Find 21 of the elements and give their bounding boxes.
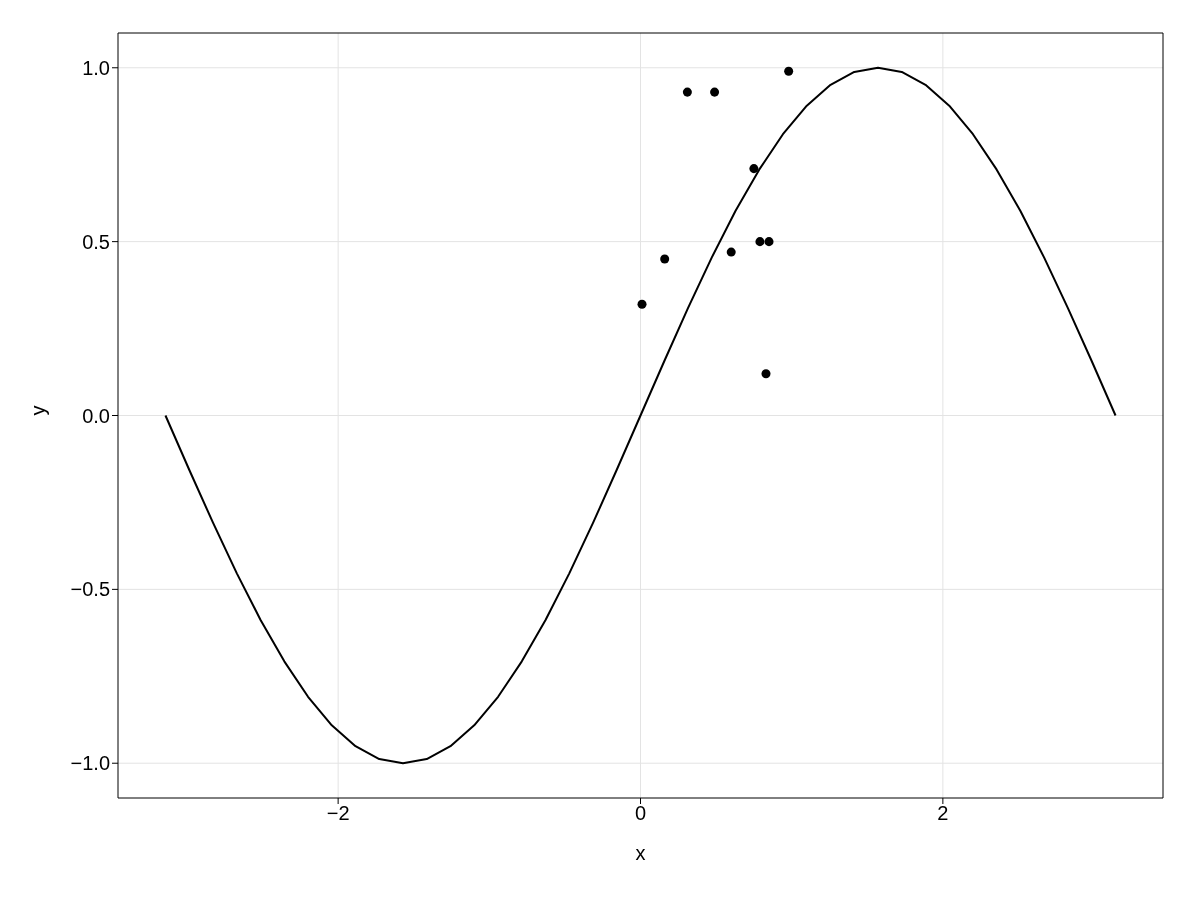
y-axis-title: y (27, 405, 50, 416)
point (749, 164, 759, 174)
x-tick-label: 2 (937, 802, 949, 825)
x-axis-title: x (635, 842, 646, 864)
point (784, 66, 794, 76)
point (637, 299, 647, 309)
line-series (164, 66, 1117, 765)
point (660, 254, 670, 264)
point (764, 237, 774, 247)
point (755, 237, 765, 247)
x-tick-label: 0 (634, 802, 647, 825)
x-tick-label: −2 (326, 802, 350, 825)
y-tick-label: 0.0 (82, 404, 110, 427)
point (761, 369, 771, 379)
y-tick-label: −0.5 (70, 578, 110, 601)
y-tick-label: −1.0 (70, 752, 110, 775)
y-tick-label: 0.5 (82, 230, 110, 253)
point (710, 87, 720, 97)
point (682, 87, 692, 97)
y-tick-label: 1.0 (82, 56, 110, 79)
point (726, 247, 736, 257)
